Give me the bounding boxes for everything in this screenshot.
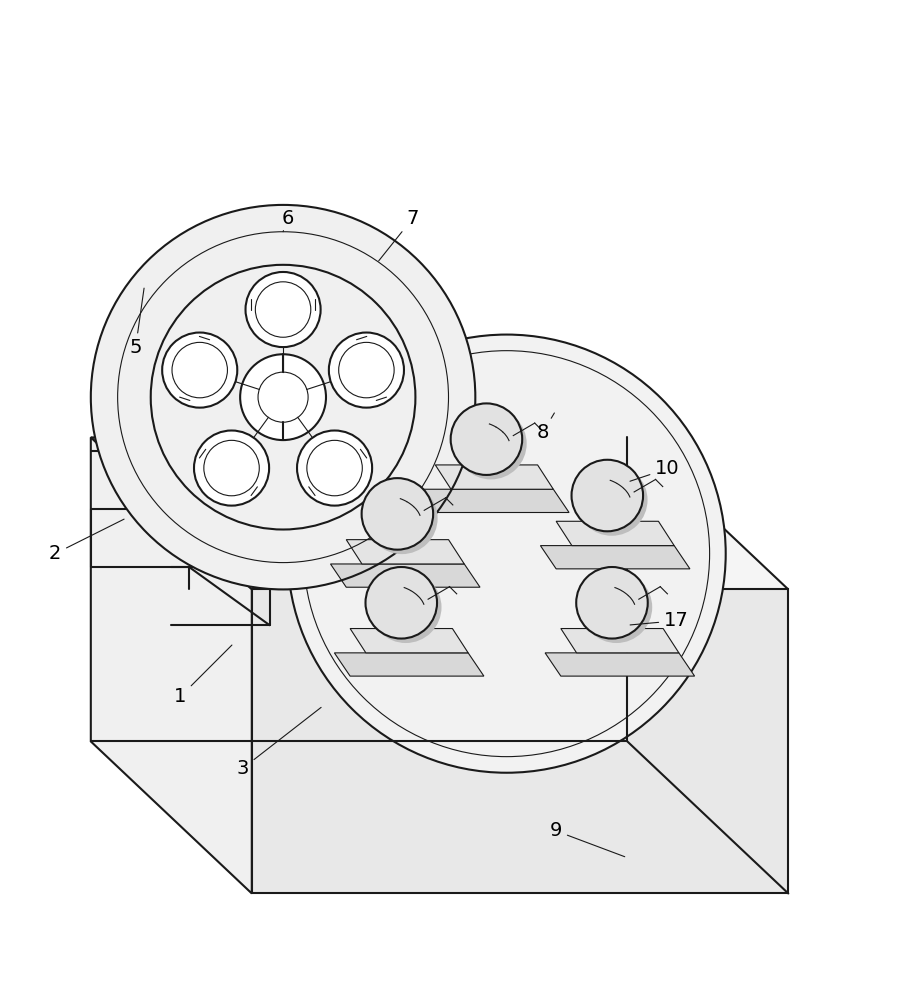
Circle shape [194,431,269,506]
Circle shape [576,567,648,639]
Circle shape [162,333,238,408]
Polygon shape [350,629,468,653]
Polygon shape [330,564,480,587]
Circle shape [91,205,475,589]
Circle shape [361,478,433,550]
Text: 6: 6 [282,209,293,232]
Circle shape [288,335,726,773]
Text: 2: 2 [48,519,124,563]
Polygon shape [435,465,553,489]
Polygon shape [561,629,679,653]
Circle shape [580,571,652,643]
Polygon shape [420,489,569,512]
Polygon shape [335,653,483,676]
Circle shape [450,403,522,475]
Text: 1: 1 [174,645,232,706]
Polygon shape [556,521,675,546]
Text: 5: 5 [129,288,144,357]
Polygon shape [545,653,694,676]
Circle shape [297,431,372,506]
Polygon shape [91,437,788,589]
Circle shape [571,460,643,531]
Circle shape [576,464,648,536]
Circle shape [365,567,437,639]
Circle shape [240,354,326,440]
Circle shape [455,408,527,479]
Circle shape [246,272,320,347]
Circle shape [329,333,404,408]
Polygon shape [540,546,690,569]
Polygon shape [346,540,465,564]
Text: 10: 10 [630,459,680,481]
Polygon shape [252,589,788,893]
Text: 17: 17 [630,611,689,630]
Circle shape [366,483,438,554]
Text: 8: 8 [536,413,554,442]
Text: 9: 9 [550,821,624,857]
Polygon shape [91,437,252,893]
Text: 3: 3 [237,707,321,778]
Circle shape [370,571,441,643]
Text: 7: 7 [379,209,419,261]
